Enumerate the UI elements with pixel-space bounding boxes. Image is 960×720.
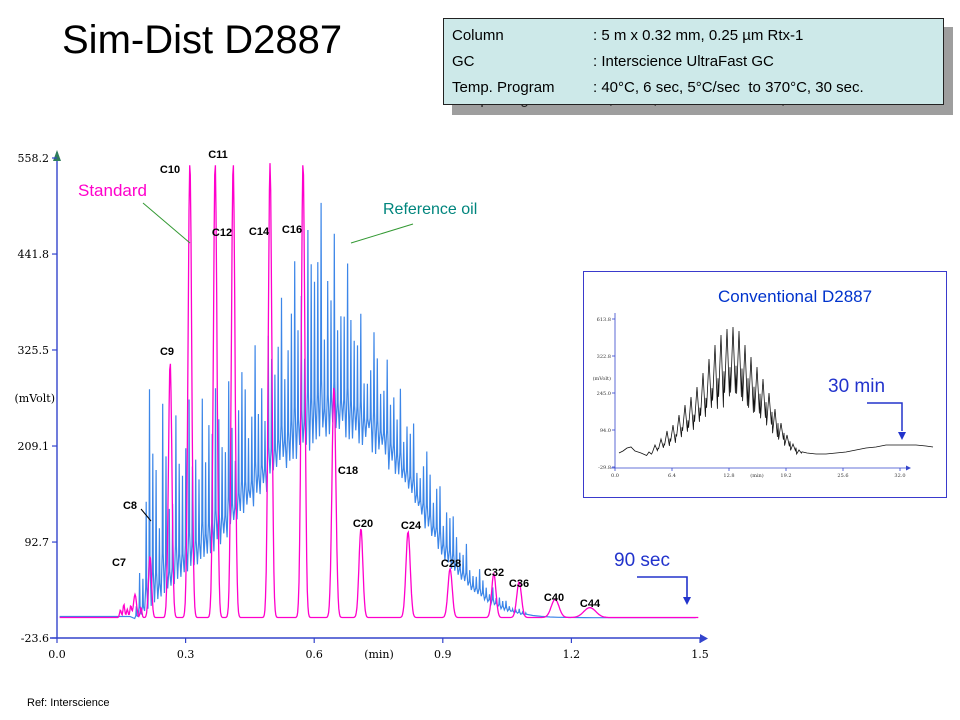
info-row: GC : Interscience UltraFast GC [452,49,943,75]
inset-x-tick-label: 0.0 [611,473,619,479]
inset-y-axis-unit-label: (mVolt) [593,375,611,382]
standard-series-label: Standard [78,181,147,200]
inset-x-tick-label: 6.4 [668,473,676,479]
peak-label-C14: C14 [249,226,270,238]
standard-leader-line [142,202,191,244]
main-chromatogram: 558.2 441.8 325.5 209.1 92.7 -23.6 (mVolt) 0.0 0… [14,149,709,661]
inset-y-tick-label: 94.0 [600,428,611,434]
inset-y-tick-label: 245.0 [597,391,611,397]
peak-label-C40: C40 [544,592,564,604]
peak-label-C24: C24 [401,520,422,532]
inset-y-tick-label: -29.8 [598,465,611,471]
peak-label-C18: C18 [338,465,358,477]
reference-oil-trace [59,202,696,620]
y-tick-label: 209.1 [18,440,50,453]
info-row: Column : 5 m x 0.32 mm, 0.25 µm Rtx-1 [452,23,943,49]
peak-label-C32: C32 [484,567,504,579]
page-title: Sim-Dist D2887 [62,18,343,62]
clipped-text-fragment: Temp. Program : 40°C, 6 sec, 5°C/sec to … [448,105,944,114]
x-axis-unit-label: (min) [364,648,394,661]
inset-x-tick-label: 32.0 [894,473,905,479]
info-row-value: : 5 m x 0.32 mm, 0.25 µm Rtx-1 [593,27,804,44]
peak-label-C9: C9 [160,346,174,358]
slow-arrow-head-icon [898,432,906,440]
x-tick-label: 0.0 [48,648,66,661]
inset-x-tick-label: 25.6 [837,473,848,479]
peak-label-C12: C12 [212,227,232,239]
inset-title: Conventional D2887 [718,287,873,306]
clipped-text: Temp. Program : 40°C, 6 sec, 5°C/sec to … [452,105,838,108]
reference-oil-series-label: Reference oil [383,201,478,218]
x-tick-label: 0.9 [434,648,452,661]
conventional-inset-box: Conventional D2887 30 min 613.8 322.8 245.… [583,271,947,498]
info-box: Column : 5 m x 0.32 mm, 0.25 µm Rtx-1 GC : … [443,18,944,105]
info-row-label: GC [452,53,475,70]
info-row-label: Column [452,27,504,44]
x-axis-arrow-icon [700,634,708,643]
x-tick-label: 1.2 [563,648,581,661]
y-tick-label: 92.7 [25,536,50,549]
conventional-trace [618,326,934,457]
inset-x-axis-arrow-icon [906,465,911,471]
peak-label-C7: C7 [112,557,126,569]
x-tick-label: 0.6 [305,648,323,661]
reference-note: Ref: Interscience [27,697,110,709]
y-tick-label: 558.2 [18,152,50,165]
inset-x-tick-label: 12.8 [723,473,734,479]
inset-x-axis-unit-label: (min) [750,472,764,479]
slow-runtime-label: 30 min [828,376,886,397]
x-tick-label: 1.5 [691,648,709,661]
peak-label-C36: C36 [509,578,529,590]
info-row-label: Temp. Program [452,79,555,96]
fast-arrow-head-icon [683,597,691,605]
inset-y-tick-label: 322.8 [597,354,611,360]
info-row-value: : Interscience UltraFast GC [593,53,774,70]
c8-pointer-line [140,508,152,522]
info-row: Temp. Program : 40°C, 6 sec, 5°C/sec to 3… [452,75,943,101]
peak-label-C44: C44 [580,598,601,610]
fast-runtime-label: 90 sec [614,550,670,571]
standard-trace [59,163,699,619]
info-row-value: : 40°C, 6 sec, 5°C/sec to 370°C, 30 sec. [593,79,864,96]
peak-label-C20: C20 [353,518,373,530]
slow-arrow-line [867,402,903,431]
y-tick-label: -23.6 [21,632,49,645]
inset-y-tick-label: 613.8 [597,317,611,323]
y-tick-label: 325.5 [18,344,50,357]
peak-label-C16: C16 [282,224,302,236]
y-axis-unit-label: (mVolt) [14,392,55,405]
inset-x-tick-label: 19.2 [780,473,791,479]
y-axis-arrow-icon [53,150,61,161]
peak-label-C10: C10 [160,164,180,176]
peak-label-C11: C11 [208,149,228,161]
peak-label-C8: C8 [123,500,137,512]
fast-arrow-line [637,576,688,597]
peak-label-C28: C28 [441,558,461,570]
reference-leader-line [350,223,414,244]
x-tick-label: 0.3 [177,648,195,661]
y-tick-label: 441.8 [18,248,50,261]
inset-chromatogram: 613.8 322.8 245.0 94.0 -29.8 (mVolt) 0.0 6.4 12.… [593,313,934,479]
